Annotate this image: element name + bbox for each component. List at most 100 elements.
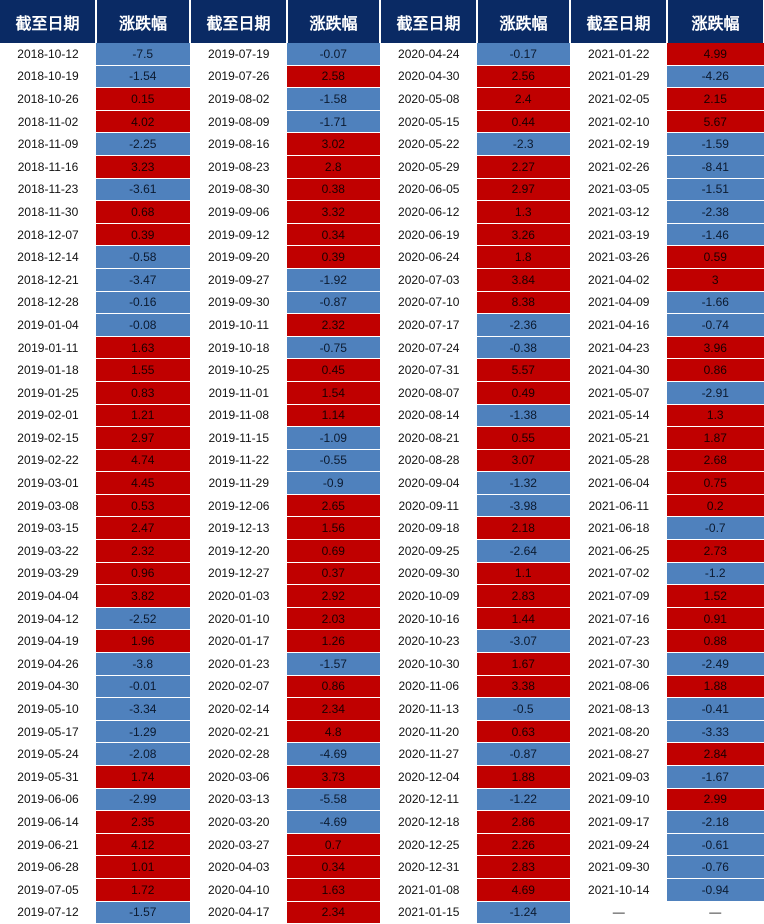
date-cell: 2020-07-24 <box>380 336 477 360</box>
change-cell: -1.24 <box>477 901 571 924</box>
date-cell: 2019-05-31 <box>0 765 96 789</box>
date-cell: 2020-05-08 <box>380 87 477 111</box>
table-row: 2018-12-21 -3.47 2019-09-27 -1.92 2020-07-03… <box>0 268 764 292</box>
change-cell: -0.94 <box>667 878 764 902</box>
date-cell: 2021-02-26 <box>570 155 667 179</box>
date-cell: 2021-01-08 <box>380 878 477 902</box>
change-cell: -0.17 <box>477 43 571 66</box>
table-row: 2018-10-12 -7.5 2019-07-19 -0.07 2020-04-24-… <box>0 43 764 66</box>
change-cell: 1.87 <box>667 426 764 450</box>
date-cell: 2021-03-05 <box>570 178 667 202</box>
date-cell: 2019-05-24 <box>0 742 96 766</box>
date-cell: 2020-02-14 <box>190 697 287 721</box>
date-cell: 2019-07-19 <box>190 43 287 66</box>
date-cell: 2019-07-12 <box>0 901 96 924</box>
change-cell: -1.22 <box>477 788 571 812</box>
change-cell: 1.56 <box>287 516 381 541</box>
date-cell: 2020-12-31 <box>380 855 477 879</box>
date-cell: 2020-05-15 <box>380 110 477 134</box>
table-row: 2019-06-21 4.12 2020-03-27 0.7 2020-12-25 2.2… <box>0 833 764 857</box>
change-cell: -4.69 <box>287 810 381 834</box>
date-cell: 2019-04-30 <box>0 675 96 699</box>
change-cell: -2.25 <box>96 132 191 156</box>
change-cell: 2.83 <box>477 855 571 879</box>
date-cell: 2018-11-02 <box>0 110 96 134</box>
table-row: 2018-11-16 3.23 2019-08-23 2.8 2020-05-29 2.2… <box>0 155 764 179</box>
date-cell: 2020-04-10 <box>190 878 287 902</box>
table-row: 2019-01-25 0.83 2019-11-01 1.54 2020-08-07 0.… <box>0 381 764 405</box>
date-cell: 2020-10-23 <box>380 629 477 654</box>
table-row: 2019-02-22 4.74 2019-11-22 -0.55 2020-08-28 3… <box>0 449 764 473</box>
date-cell: 2018-12-28 <box>0 291 96 315</box>
change-cell: -2.49 <box>667 652 764 676</box>
date-cell: 2020-02-28 <box>190 742 287 766</box>
header-change-4: 涨跌幅 <box>667 0 764 43</box>
header-date-4: 截至日期 <box>570 0 668 43</box>
change-cell: -0.58 <box>96 245 191 269</box>
change-cell: 2.83 <box>477 584 571 608</box>
table-row: 2018-10-26 0.15 2019-08-02 -1.58 2020-05-08 2… <box>0 87 764 111</box>
table-row: 2018-10-19 -1.54 2019-07-26 2.58 2020-04-30 2… <box>0 65 764 89</box>
change-cell: 4.8 <box>287 720 381 744</box>
date-cell: 2021-09-17 <box>570 810 667 834</box>
change-cell: -3.33 <box>667 720 764 744</box>
change-cell: -0.7 <box>667 516 764 541</box>
date-cell: 2019-11-15 <box>190 426 287 450</box>
table-row: 2018-12-28 -0.16 2019-09-30 -0.87 2020-07-10… <box>0 291 764 315</box>
date-cell: 2020-05-22 <box>380 132 477 156</box>
change-cell: 2.68 <box>667 449 764 473</box>
table-row: 2018-11-02 4.02 2019-08-09 -1.71 2020-05-15 0… <box>0 110 764 134</box>
date-cell: 2020-10-16 <box>380 607 477 631</box>
change-cell: 3.96 <box>667 336 764 360</box>
date-cell: 2021-03-26 <box>570 245 667 269</box>
change-cell: 1.1 <box>477 562 571 586</box>
change-cell: 0.7 <box>287 833 381 857</box>
date-cell: 2019-08-16 <box>190 132 287 156</box>
change-cell: 4.12 <box>96 833 191 857</box>
change-cell: 0.96 <box>96 562 191 586</box>
date-cell: 2019-07-05 <box>0 878 96 902</box>
change-cell: -4.69 <box>287 742 381 766</box>
change-cell: 2.97 <box>96 426 191 450</box>
change-cell: 0.86 <box>287 675 381 699</box>
change-cell: -1.71 <box>287 110 381 134</box>
change-cell: 2.56 <box>477 65 571 89</box>
date-cell: 2019-11-29 <box>190 471 287 495</box>
change-cell: 2.27 <box>477 155 571 179</box>
date-cell: 2020-10-30 <box>380 652 477 676</box>
date-cell: 2018-11-23 <box>0 178 96 202</box>
change-cell: -0.01 <box>96 675 191 699</box>
change-cell: 1.44 <box>477 607 571 631</box>
date-cell: 2020-07-03 <box>380 268 477 292</box>
change-cell: -1.92 <box>287 268 381 292</box>
change-cell: 2.26 <box>477 833 571 857</box>
change-cell: 0.83 <box>96 381 191 405</box>
change-cell: 0.37 <box>287 562 381 586</box>
date-cell: 2020-09-30 <box>380 562 477 586</box>
date-cell: 2020-04-30 <box>380 65 477 89</box>
date-cell: 2020-11-06 <box>380 675 477 699</box>
date-cell: 2019-09-06 <box>190 200 287 224</box>
table-row: 2019-04-04 3.82 2020-01-03 2.92 2020-10-09 2.… <box>0 584 764 608</box>
change-cell: 2.18 <box>477 516 571 541</box>
date-cell: 2021-04-23 <box>570 336 667 360</box>
date-cell: 2021-08-20 <box>570 720 667 744</box>
change-cell: -1.38 <box>477 404 571 428</box>
change-cell: -0.9 <box>287 471 381 495</box>
change-cell: -0.76 <box>667 855 764 879</box>
table-row: 2019-03-22 2.32 2019-12-20 0.69 2020-09-25 -2… <box>0 539 764 563</box>
table-row: 2019-05-10 -3.34 2020-02-14 2.34 2020-11-13-… <box>0 697 764 721</box>
date-cell: 2020-07-31 <box>380 358 477 382</box>
date-cell: 2018-12-07 <box>0 223 96 247</box>
date-cell: 2019-04-04 <box>0 584 96 608</box>
change-cell: -7.5 <box>96 43 191 66</box>
header-date-2: 截至日期 <box>190 0 288 43</box>
change-cell: -4.26 <box>667 65 764 89</box>
date-cell: 2019-08-23 <box>190 155 287 179</box>
date-cell: 2020-03-13 <box>190 788 287 812</box>
change-cell: 1.72 <box>96 878 191 902</box>
change-cell: 0.15 <box>96 87 191 111</box>
date-cell: 2018-11-30 <box>0 200 96 224</box>
change-cell: -1.59 <box>667 132 764 156</box>
change-cell: 2.65 <box>287 494 381 518</box>
